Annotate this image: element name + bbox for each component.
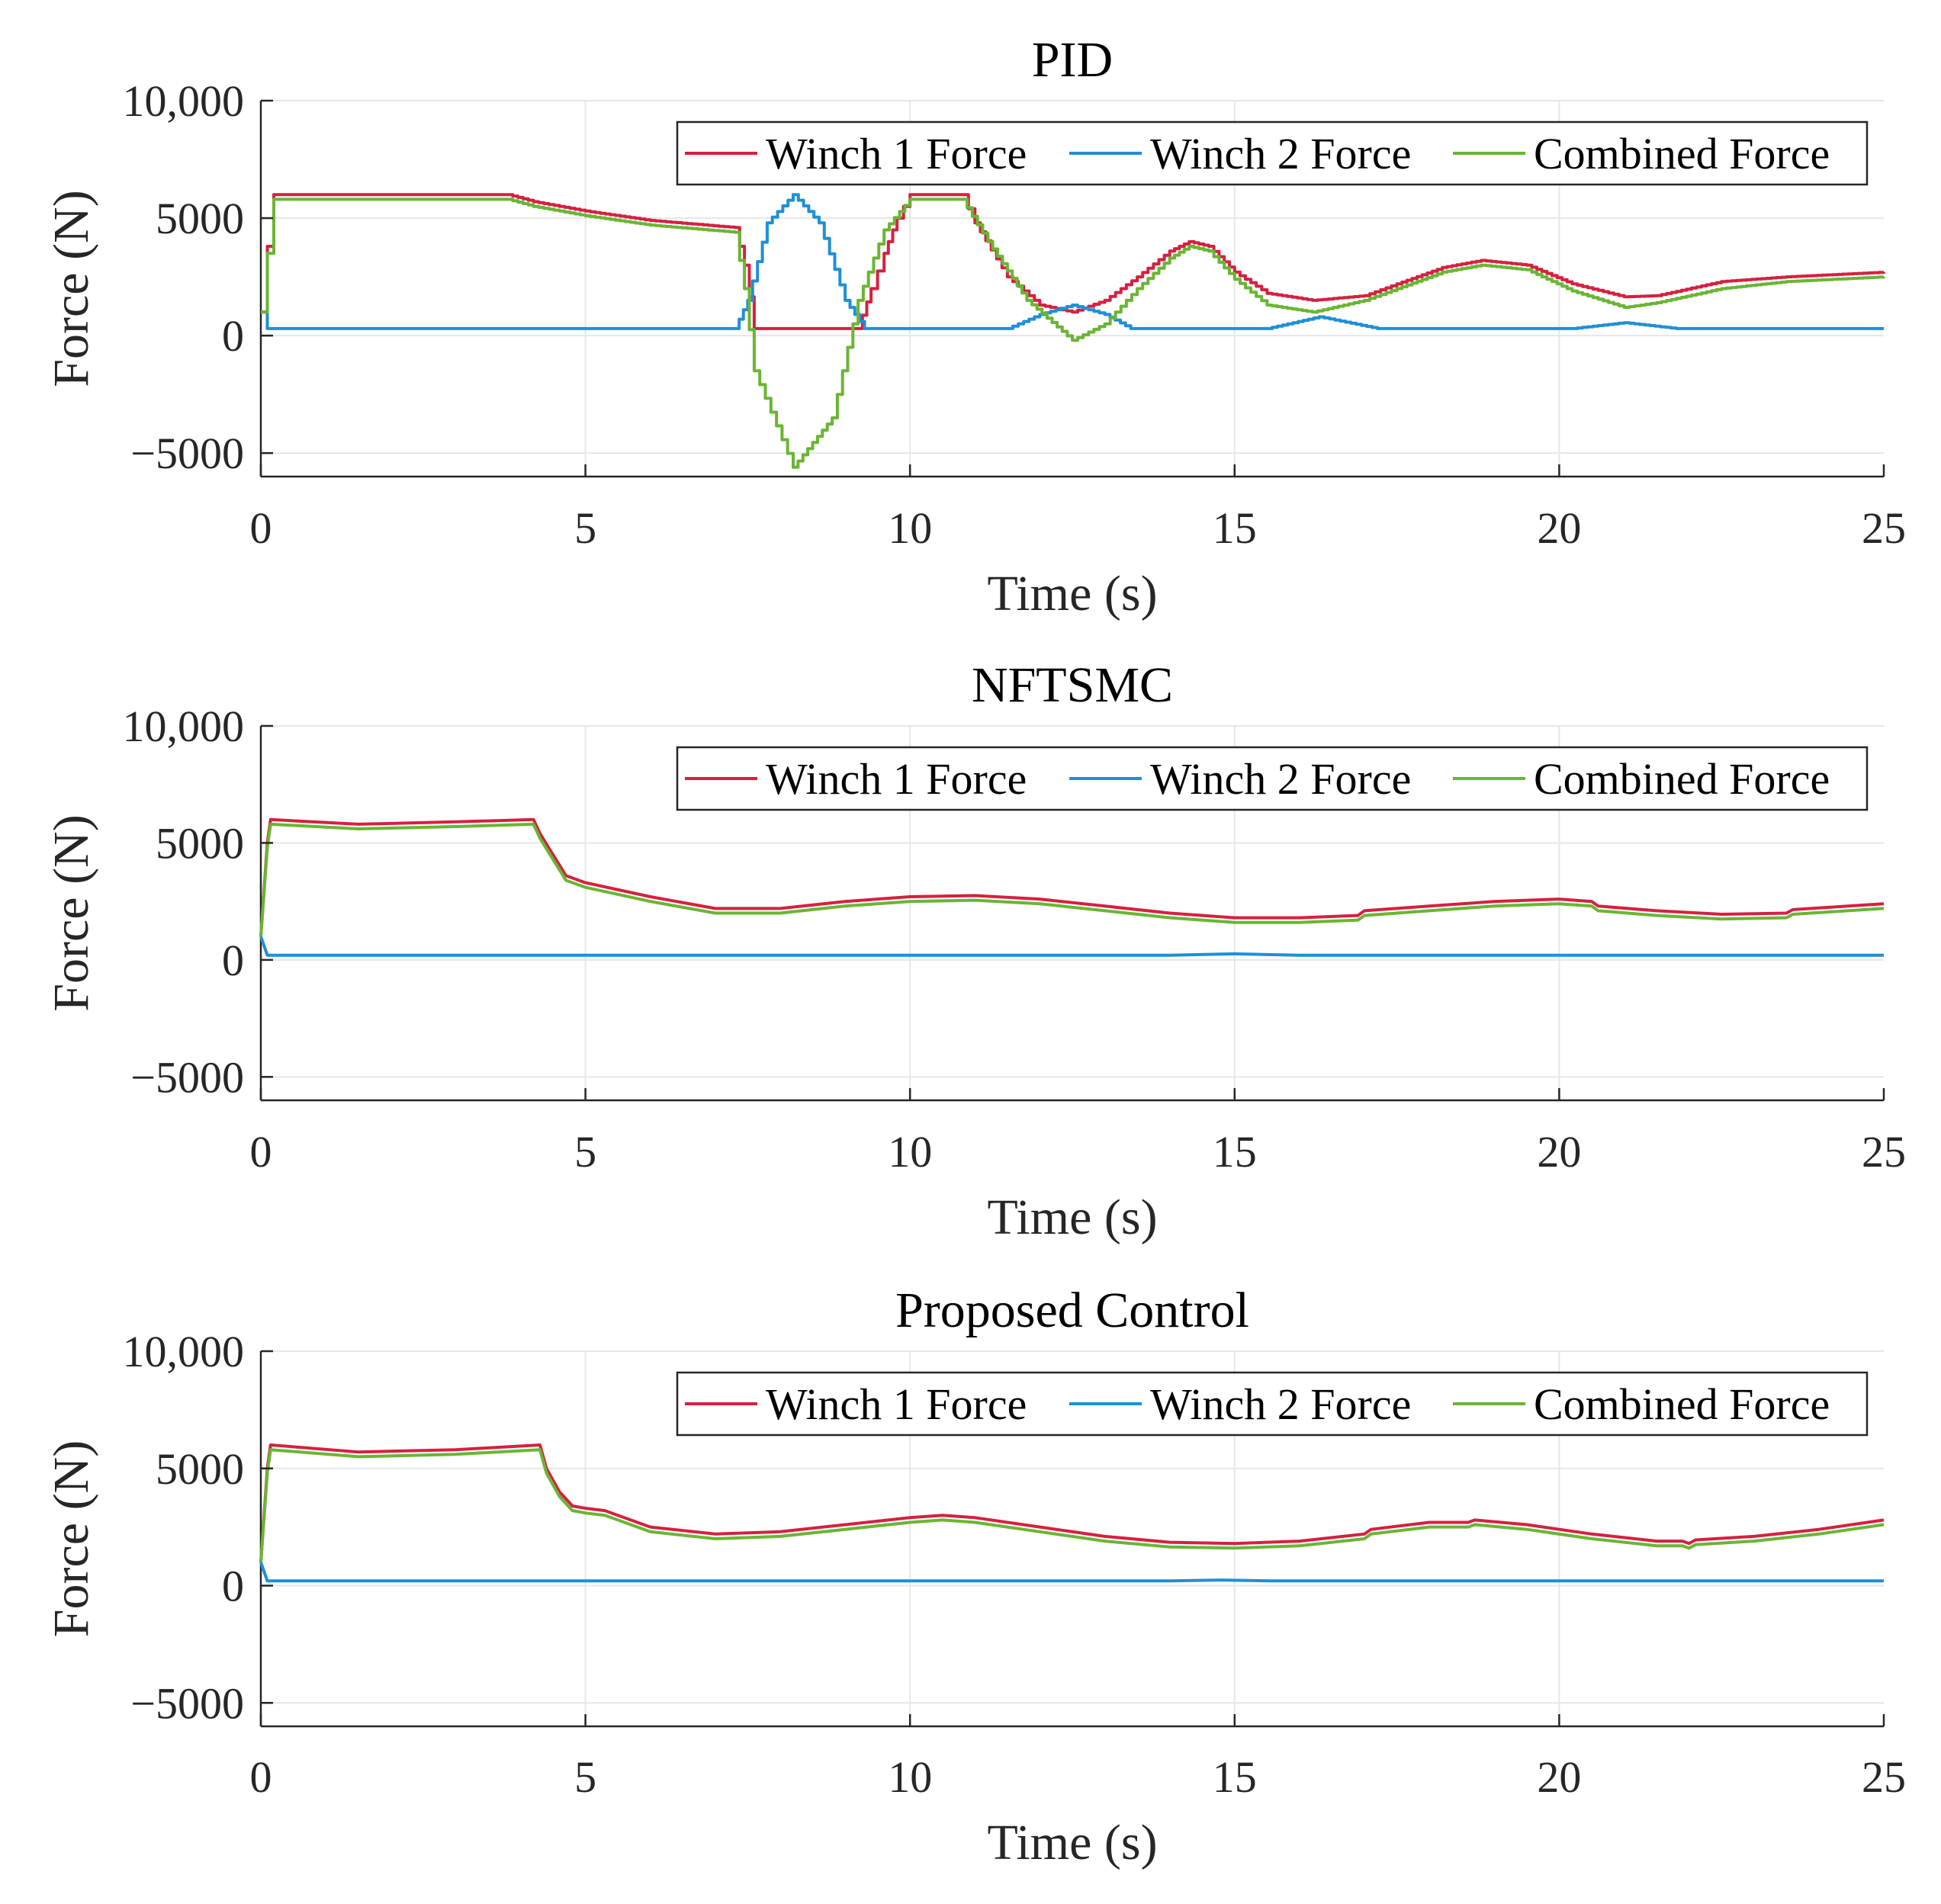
legend-label: Winch 2 Force: [1150, 1379, 1411, 1429]
legend-box: [676, 1371, 1869, 1437]
y-tick-label: 5000: [156, 818, 244, 868]
legend-box: [676, 746, 1869, 811]
y-tick-label: −5000: [130, 429, 244, 478]
x-tick-label: 0: [250, 1127, 272, 1177]
legend-box: [676, 120, 1869, 186]
y-axis-label: Force (N): [43, 814, 99, 1011]
series-line-combined-force: [259, 1448, 1885, 1562]
series-line-winch-1-force: [261, 193, 1885, 330]
y-tick-label: 0: [222, 1562, 244, 1611]
y-tick-label: 0: [222, 936, 244, 985]
x-tick-label: 25: [1862, 503, 1906, 553]
y-tick-label: −5000: [130, 1052, 244, 1102]
x-tick-label: 15: [1213, 1752, 1257, 1802]
y-tick-label: 5000: [156, 194, 244, 243]
chart-title: PID: [1032, 32, 1113, 88]
legend-label: Winch 1 Force: [766, 1379, 1027, 1429]
legend-label: Winch 1 Force: [766, 754, 1027, 804]
y-tick-label: 10,000: [123, 1327, 245, 1376]
x-axis-label: Time (s): [987, 1190, 1157, 1245]
legend-label: Winch 2 Force: [1150, 754, 1411, 804]
legend: Winch 1 Force Winch 2 Force Combined Force: [676, 1371, 1869, 1437]
series-line-winch-2-force: [259, 1562, 1884, 1583]
x-tick-label: 0: [250, 1752, 272, 1802]
y-tick-label: 0: [222, 311, 244, 361]
x-tick-label: 5: [574, 1127, 596, 1177]
y-tick-label: −5000: [130, 1678, 244, 1728]
x-tick-label: 25: [1862, 1752, 1906, 1802]
x-axis-label: Time (s): [987, 1815, 1157, 1870]
legend-label: Winch 2 Force: [1150, 129, 1411, 178]
x-tick-label: 15: [1213, 1127, 1257, 1177]
legend-label: Winch 1 Force: [766, 129, 1027, 178]
legend-label: Combined Force: [1534, 1379, 1830, 1429]
series-line-winch-2-force: [261, 193, 1884, 330]
x-tick-label: 20: [1537, 1127, 1581, 1177]
legend-label: Combined Force: [1534, 129, 1830, 178]
x-tick-label: 20: [1537, 503, 1581, 553]
chart-title: Proposed Control: [895, 1283, 1249, 1338]
legend: Winch 1 Force Winch 2 Force Combined Force: [676, 746, 1869, 811]
x-axis-label: Time (s): [987, 566, 1157, 621]
x-tick-label: 10: [888, 503, 932, 553]
x-tick-label: 5: [574, 1752, 596, 1802]
y-axis-label: Force (N): [43, 1440, 99, 1637]
x-tick-label: 20: [1537, 1752, 1581, 1802]
series-line-combined-force: [261, 197, 1885, 469]
x-tick-label: 25: [1862, 1127, 1906, 1177]
x-tick-label: 10: [888, 1752, 932, 1802]
legend-label: Combined Force: [1534, 754, 1830, 804]
x-tick-label: 10: [888, 1127, 932, 1177]
y-tick-label: 10,000: [123, 702, 245, 751]
y-tick-label: 5000: [156, 1444, 244, 1494]
y-tick-label: 10,000: [123, 76, 245, 126]
y-axis-label: Force (N): [43, 190, 99, 387]
chart-title: NFTSMC: [972, 657, 1173, 713]
series-line-combined-force: [259, 822, 1885, 937]
x-tick-label: 5: [574, 503, 596, 553]
legend: Winch 1 Force Winch 2 Force Combined Force: [676, 120, 1869, 186]
x-tick-label: 15: [1213, 503, 1257, 553]
x-tick-label: 0: [250, 503, 272, 553]
series-line-winch-1-force: [259, 817, 1885, 937]
series-line-winch-2-force: [259, 936, 1884, 957]
